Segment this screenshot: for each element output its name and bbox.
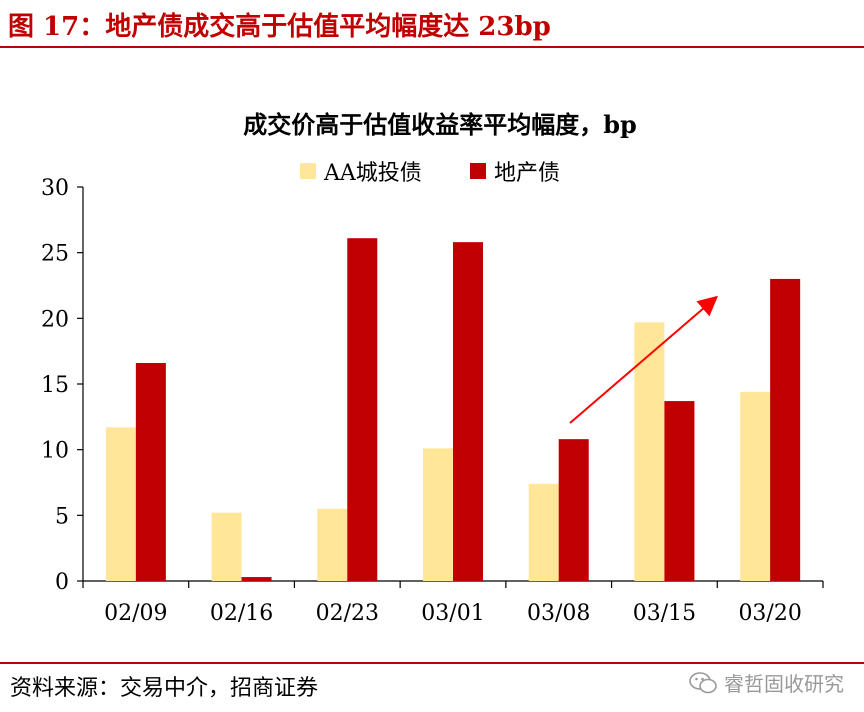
legend-swatch: [470, 163, 486, 179]
legend: AA城投债 地产债: [300, 161, 560, 186]
x-tick-label: 02/23: [316, 601, 379, 626]
wechat-icon: [689, 671, 717, 693]
bar-aa-chengtou: [105, 427, 136, 581]
chart-title: 成交价高于估值收益率平均幅度，bp: [243, 110, 637, 139]
bar-aa-chengtou: [317, 508, 348, 581]
bar-dichanzhai: [347, 238, 378, 581]
y-tick-label: 10: [41, 439, 69, 464]
source-note: 资料来源：交易中介，招商证券: [10, 676, 319, 701]
footer-rule: [0, 662, 864, 664]
legend-label: AA城投债: [323, 161, 422, 186]
title-rule: [0, 46, 864, 48]
x-tick-label: 02/09: [104, 601, 167, 626]
trend-arrow: [569, 295, 719, 424]
x-tick-label: 02/16: [210, 601, 273, 626]
bar-dichanzhai: [453, 242, 483, 581]
x-tick-label: 03/08: [527, 601, 590, 626]
bar-aa-chengtou: [634, 322, 665, 581]
bar-aa-chengtou: [740, 391, 771, 581]
bar-chart: 成交价高于估值收益率平均幅度，bp AA城投债 地产债 0510152025300…: [41, 110, 824, 626]
y-tick-label: 0: [55, 570, 69, 595]
y-tick-label: 5: [55, 504, 69, 529]
legend-label: 地产债: [494, 161, 560, 186]
watermark-text: 睿哲固收研究: [724, 672, 844, 696]
watermark: 睿哲固收研究: [688, 668, 844, 697]
legend-swatch: [300, 163, 316, 179]
axes: 0 5 10 15 20 25 30 02/09 02/16 02/23 03/01 03/08 03/…: [41, 176, 824, 626]
x-tick-label: 03/20: [738, 601, 801, 626]
bar-aa-chengtou: [528, 483, 559, 581]
y-tick-label: 20: [41, 307, 69, 332]
y-tick-label: 15: [41, 373, 69, 398]
bar-dichanzhai: [558, 439, 589, 581]
figure-title: 图 17：地产债成交高于估值平均幅度达 23bp: [8, 12, 551, 42]
x-tick-label: 03/15: [633, 601, 696, 626]
bar-dichanzhai: [135, 362, 166, 581]
x-tick-label: 03/01: [421, 601, 484, 626]
annotations: [569, 295, 719, 424]
y-tick-label: 25: [41, 242, 69, 267]
bar-aa-chengtou: [211, 512, 242, 581]
bar-dichanzhai: [664, 401, 695, 581]
bar-dichanzhai: [241, 577, 272, 581]
y-tick-label: 30: [41, 176, 69, 201]
bar-dichanzhai: [770, 278, 801, 581]
bars: [105, 238, 801, 581]
bar-aa-chengtou: [423, 448, 453, 581]
